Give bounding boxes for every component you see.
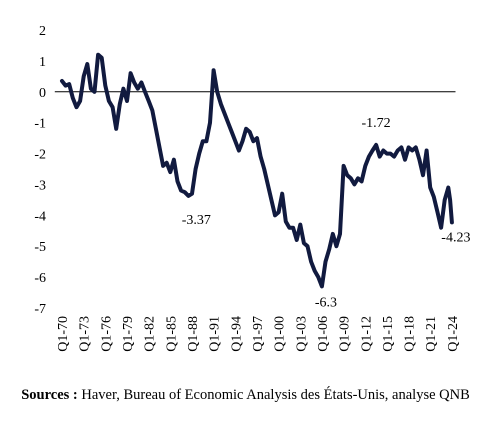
y-tick-label: -3 bbox=[34, 178, 46, 193]
y-tick-label: 2 bbox=[39, 24, 46, 39]
line-series bbox=[60, 52, 454, 289]
x-tick-label: Q1-09 bbox=[338, 316, 353, 352]
x-tick-label: Q1-79 bbox=[121, 316, 136, 352]
source-label: Sources : bbox=[21, 387, 78, 403]
x-tick-label: Q1-06 bbox=[316, 316, 331, 352]
annotation: -3.37 bbox=[182, 213, 211, 228]
x-tick-label: Q1-76 bbox=[99, 316, 114, 352]
source-text: Haver, Bureau of Economic Analysis des É… bbox=[81, 387, 470, 403]
y-tick-label: -2 bbox=[34, 148, 46, 163]
y-tick-label: -1 bbox=[34, 117, 46, 132]
y-tick-label: 0 bbox=[39, 86, 46, 101]
x-tick-label: Q1-85 bbox=[164, 316, 179, 352]
x-tick-label: Q1-88 bbox=[186, 316, 201, 352]
x-tick-label: Q1-21 bbox=[424, 316, 439, 352]
x-tick-label: Q1-73 bbox=[78, 316, 93, 352]
x-tick-label: Q1-00 bbox=[273, 316, 288, 352]
x-tick-label: Q1-94 bbox=[229, 316, 244, 352]
y-tick-label: -5 bbox=[34, 240, 46, 255]
x-tick-label: Q1-70 bbox=[56, 316, 71, 352]
annotation: -4.23 bbox=[441, 230, 470, 245]
x-tick-label: Q1-03 bbox=[294, 316, 309, 352]
x-tick-label: Q1-18 bbox=[403, 316, 418, 352]
source-note: Sources : Haver, Bureau of Economic Anal… bbox=[10, 386, 481, 405]
y-tick-label: 1 bbox=[39, 55, 46, 70]
y-tick-label: -7 bbox=[34, 302, 46, 317]
x-tick-label: Q1-24 bbox=[446, 316, 461, 352]
y-tick-label: -4 bbox=[34, 209, 46, 224]
annotation: -6.3 bbox=[315, 295, 337, 310]
x-tick-label: Q1-82 bbox=[143, 316, 158, 352]
annotation: -1.72 bbox=[361, 116, 390, 131]
chart: 2 1 0 -1 -2 -3 -4 -5 -6 -7 Q1-70 Q1-73 Q1-76 Q1-79 Q1-… bbox=[34, 24, 470, 352]
x-tick-label: Q1-91 bbox=[208, 316, 223, 352]
x-tick-label: Q1-15 bbox=[381, 316, 396, 352]
y-tick-label: -6 bbox=[34, 271, 46, 286]
x-tick-label: Q1-12 bbox=[359, 316, 374, 352]
x-tick-label: Q1-97 bbox=[251, 316, 266, 352]
